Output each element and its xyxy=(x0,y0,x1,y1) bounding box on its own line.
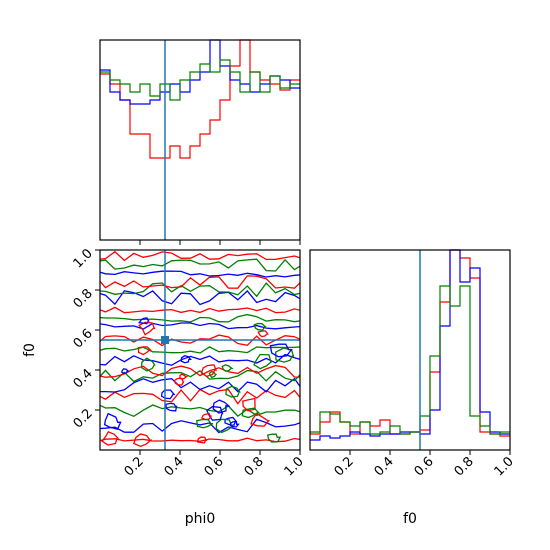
contour-blob-blue xyxy=(137,317,150,325)
contour-blue xyxy=(100,353,300,366)
contour-blob-green xyxy=(266,433,282,443)
contour-blob-green xyxy=(221,364,234,372)
contour-blob-green xyxy=(253,353,274,370)
contour-y-ticks: 0.2 0.4 0.6 0.8 1.0 xyxy=(71,246,100,431)
contour-blob-red xyxy=(138,321,156,336)
contour-blob-red xyxy=(250,412,271,427)
contour-blue xyxy=(100,270,300,278)
hist-f0-x-tick-label: 0.4 xyxy=(372,454,397,479)
contour-blob-blue xyxy=(165,402,178,412)
contour-red xyxy=(100,437,300,443)
contour-red xyxy=(100,364,300,378)
contour-blob-blue xyxy=(160,389,176,400)
contour-blob-blue xyxy=(229,420,240,428)
contour-blob-red xyxy=(101,430,120,446)
contour-green xyxy=(100,282,300,298)
hist-f0-x-tick-label: 1.0 xyxy=(492,454,517,479)
contour-y-tick-label: 0.6 xyxy=(71,326,96,351)
truth-marker xyxy=(161,336,169,344)
contour-blob-green xyxy=(225,385,242,398)
contour-blob-green xyxy=(208,370,218,379)
hist-f0-x-tick-label: 0.2 xyxy=(332,454,357,479)
contour-blue xyxy=(100,418,300,434)
contour-x-ticks: 0.2 0.4 0.6 0.8 1.0 xyxy=(122,450,307,479)
hist-phi0-frame xyxy=(99,39,301,241)
contour-frame xyxy=(99,249,301,451)
hist-f0-series xyxy=(310,249,510,441)
contour-y-tick-label: 0.2 xyxy=(71,406,96,431)
contour-blue xyxy=(100,377,300,393)
contour-blob-green xyxy=(140,357,156,372)
contour-panel: 0.2 0.4 0.6 0.8 1.0 0.2 0.4 0.6 0.8 1.0 phi0 f0 xyxy=(22,246,307,527)
contour-red xyxy=(100,275,300,289)
contour-blob-red xyxy=(137,346,152,356)
hist-f0-x-tick-label: 0.6 xyxy=(412,454,437,479)
contour-green xyxy=(100,313,300,323)
contour-blob-red xyxy=(196,436,207,444)
contour-blob-green xyxy=(241,407,261,419)
contour-blob-green xyxy=(253,322,267,331)
contour-green xyxy=(100,369,300,383)
hist-f0-green-series xyxy=(310,285,510,435)
contour-green xyxy=(100,346,300,354)
contour-blue xyxy=(100,290,300,306)
contour-blob-green xyxy=(196,418,214,429)
contour-blob-blue xyxy=(120,368,130,374)
hist-phi0-panel xyxy=(99,39,301,245)
contour-blob-red xyxy=(179,373,189,380)
contour-blob-blue xyxy=(180,354,192,364)
contour-blob-red xyxy=(200,364,218,378)
hist-phi0-series xyxy=(100,39,300,159)
contour-blob-blue xyxy=(212,399,231,414)
contour-y-tick-label: 0.4 xyxy=(71,366,96,391)
contour-y-tick-label: 0.8 xyxy=(71,286,96,311)
hist-phi0-green-series xyxy=(100,59,300,101)
contour-green xyxy=(100,258,300,272)
y-axis-label-f0: f0 xyxy=(22,343,38,357)
contour-blob-green xyxy=(275,347,295,363)
contour-x-tick-label: 0.8 xyxy=(242,454,267,479)
hist-f0-x-ticks: 0.2 0.4 0.6 0.8 1.0 xyxy=(332,450,517,479)
contour-red xyxy=(100,306,300,314)
contour-blob-blue xyxy=(103,412,122,430)
x-axis-label-phi0: phi0 xyxy=(185,511,216,527)
contour-x-tick-label: 0.4 xyxy=(162,454,187,479)
hist-f0-panel: 0.2 0.4 0.6 0.8 1.0 f0 xyxy=(309,249,517,527)
x-axis-label-f0: f0 xyxy=(403,511,417,527)
contour-x-tick-label: 0.2 xyxy=(122,454,147,479)
contour-blob-blue xyxy=(269,343,293,358)
hist-phi0-red-series xyxy=(100,39,300,159)
hist-f0-x-tick-label: 0.8 xyxy=(452,454,477,479)
contour-x-tick-label: 0.6 xyxy=(202,454,227,479)
contour-x-tick-label: 1.0 xyxy=(282,454,307,479)
contour-blob-red xyxy=(257,330,269,338)
hist-phi0-ticks xyxy=(139,240,301,245)
contour-lines xyxy=(100,250,300,448)
contour-green xyxy=(100,404,300,418)
contour-y-tick-label: 1.0 xyxy=(71,246,96,271)
hist-f0-frame xyxy=(309,249,511,451)
contour-blue xyxy=(100,322,300,330)
contour-blob-red xyxy=(173,377,185,386)
contour-red xyxy=(100,388,300,405)
contour-blob-red xyxy=(132,433,153,448)
contour-red xyxy=(100,250,300,262)
contour-blob-red xyxy=(242,397,256,412)
